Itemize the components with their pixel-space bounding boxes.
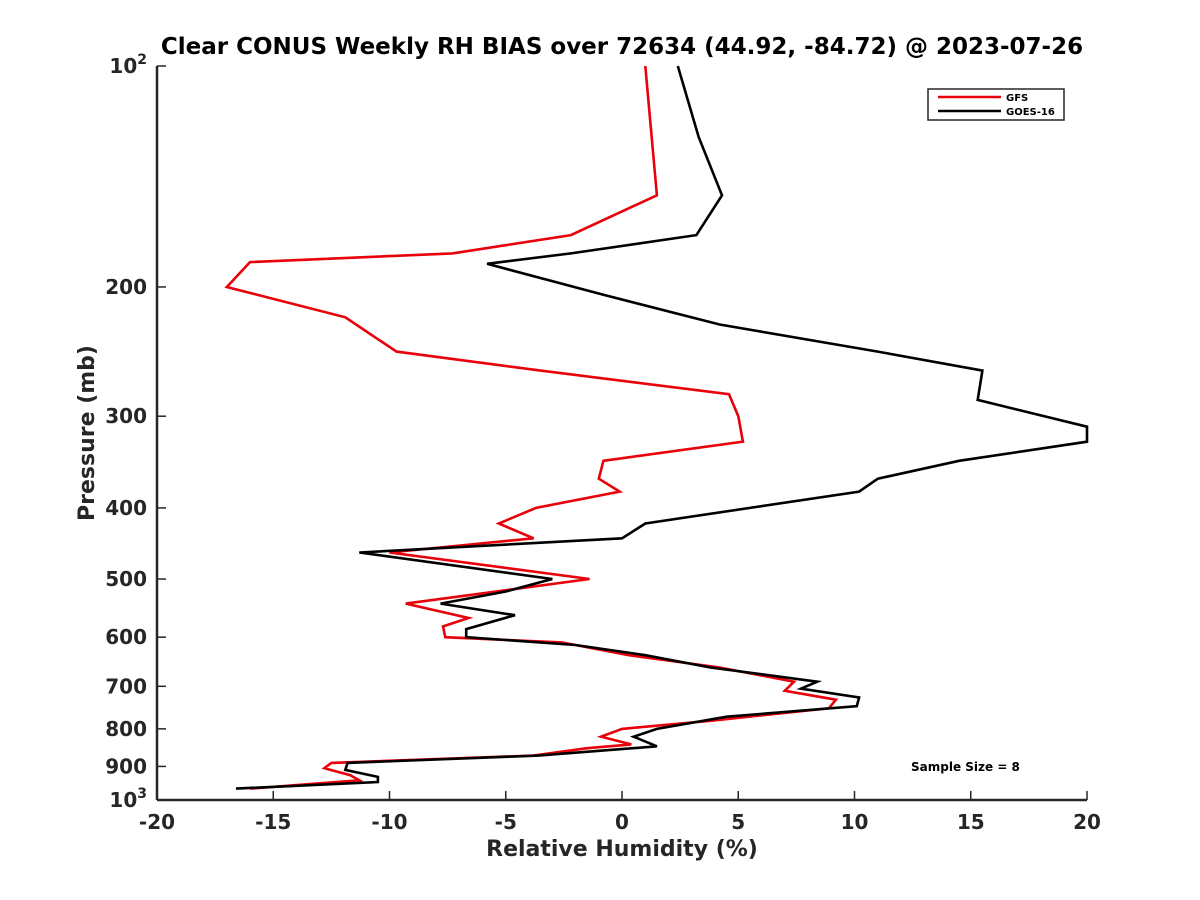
sample-size-annotation: Sample Size = 8 xyxy=(911,760,1020,774)
x-tick-label: -20 xyxy=(139,810,175,834)
y-tick-label: 700 xyxy=(105,674,147,698)
series-line-goes16 xyxy=(235,65,1089,790)
y-tick-label: 300 xyxy=(105,404,147,428)
y-axis-label: Pressure (mb) xyxy=(75,345,100,521)
legend-label-gfs: GFS xyxy=(1006,93,1028,104)
series-layer xyxy=(224,65,1089,790)
x-tick-label: -15 xyxy=(255,810,291,834)
x-tick-label: -5 xyxy=(495,810,517,834)
y-tick-label: 900 xyxy=(105,754,147,778)
legend-box xyxy=(927,88,1065,121)
y-tick-label: 400 xyxy=(105,496,147,520)
y-tick-label: 200 xyxy=(105,275,147,299)
x-tick-label: 0 xyxy=(615,810,629,834)
chart-title: Clear CONUS Weekly RH BIAS over 72634 (4… xyxy=(161,34,1083,60)
x-axis-label: Relative Humidity (%) xyxy=(486,837,758,862)
x-tick-label: 5 xyxy=(731,810,745,834)
x-axis-ticks: -20 -15 -10 -5 0 5 10 15 20 xyxy=(139,791,1101,834)
x-tick-label: 20 xyxy=(1073,810,1101,834)
series-line-gfs xyxy=(224,65,839,790)
legend-label-goes16: GOES-16 xyxy=(1006,107,1055,118)
y-tick-label: 800 xyxy=(105,717,147,741)
legend: GFS GOES-16 xyxy=(927,88,1065,121)
y-tick-label: 600 xyxy=(105,625,147,649)
y-tick-label: 500 xyxy=(105,567,147,591)
x-tick-label: 10 xyxy=(841,810,869,834)
x-tick-label: 15 xyxy=(957,810,985,834)
x-tick-label: -10 xyxy=(371,810,407,834)
